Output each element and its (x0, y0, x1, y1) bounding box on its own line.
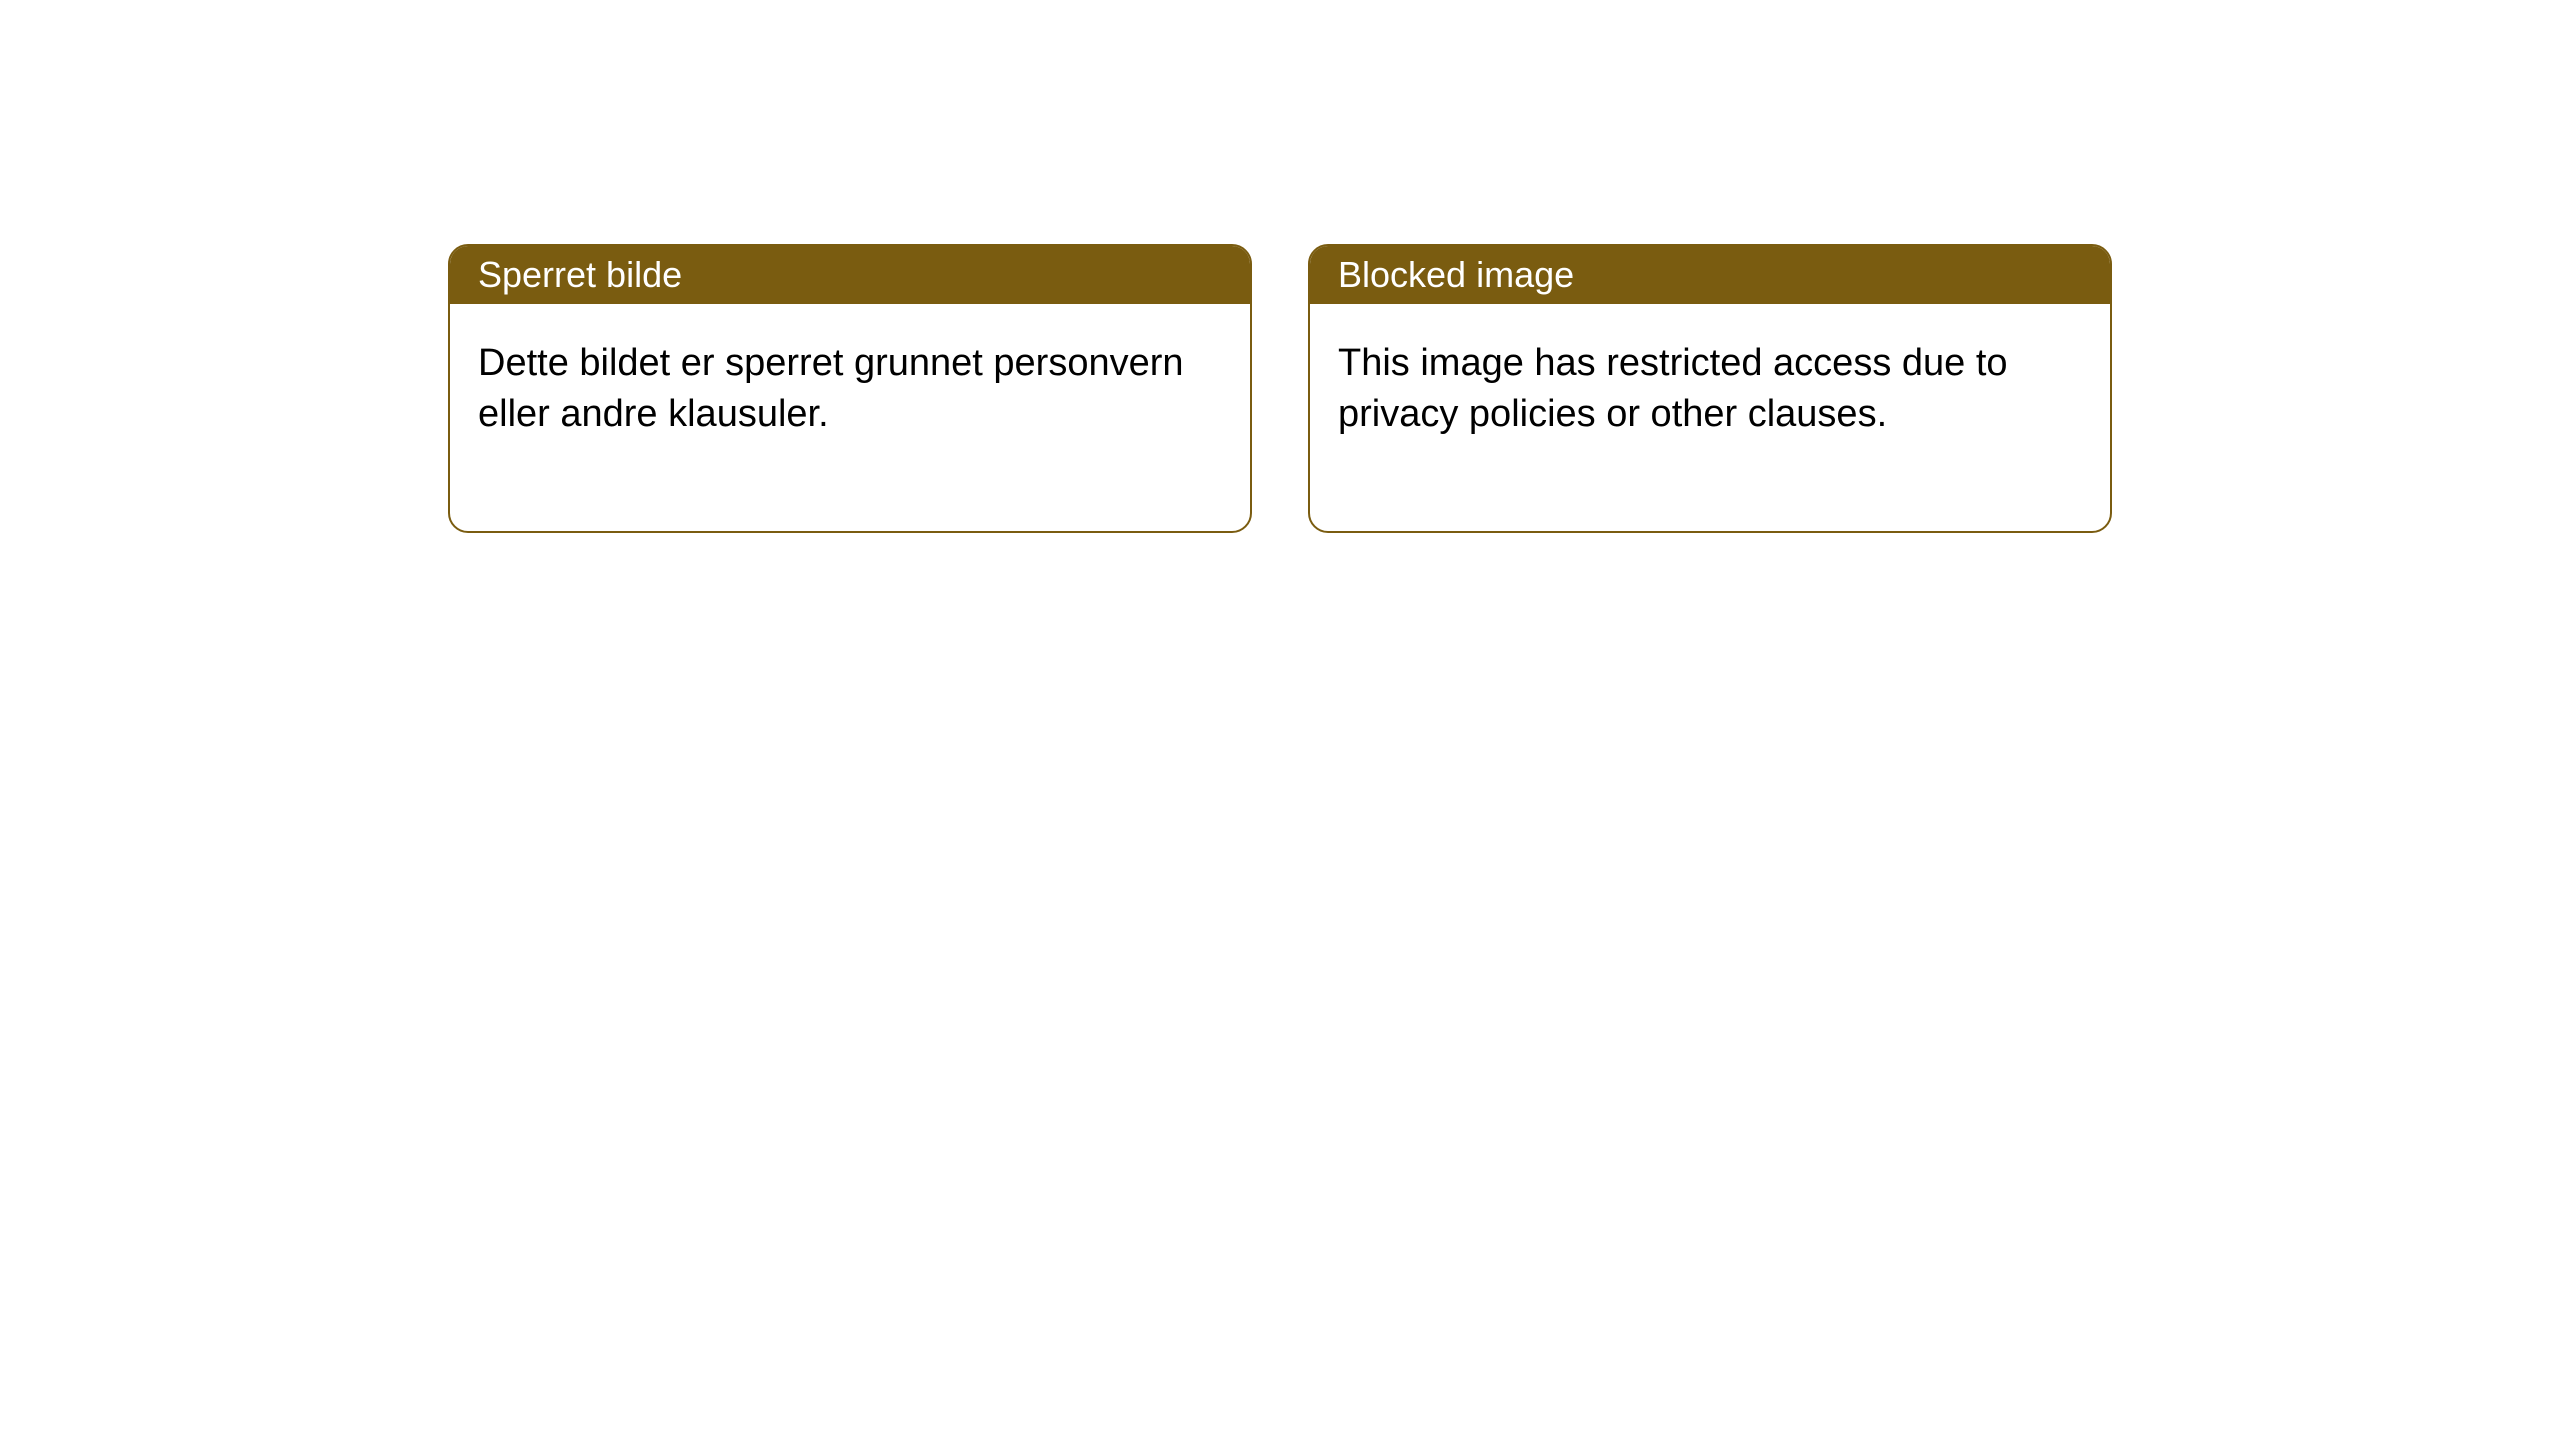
notice-body-english: This image has restricted access due to … (1310, 304, 2110, 531)
notice-title-english: Blocked image (1310, 246, 2110, 304)
notice-card-english: Blocked image This image has restricted … (1308, 244, 2112, 533)
notice-card-norwegian: Sperret bilde Dette bildet er sperret gr… (448, 244, 1252, 533)
notice-body-norwegian: Dette bildet er sperret grunnet personve… (450, 304, 1250, 531)
notice-title-norwegian: Sperret bilde (450, 246, 1250, 304)
notice-container: Sperret bilde Dette bildet er sperret gr… (0, 0, 2560, 533)
